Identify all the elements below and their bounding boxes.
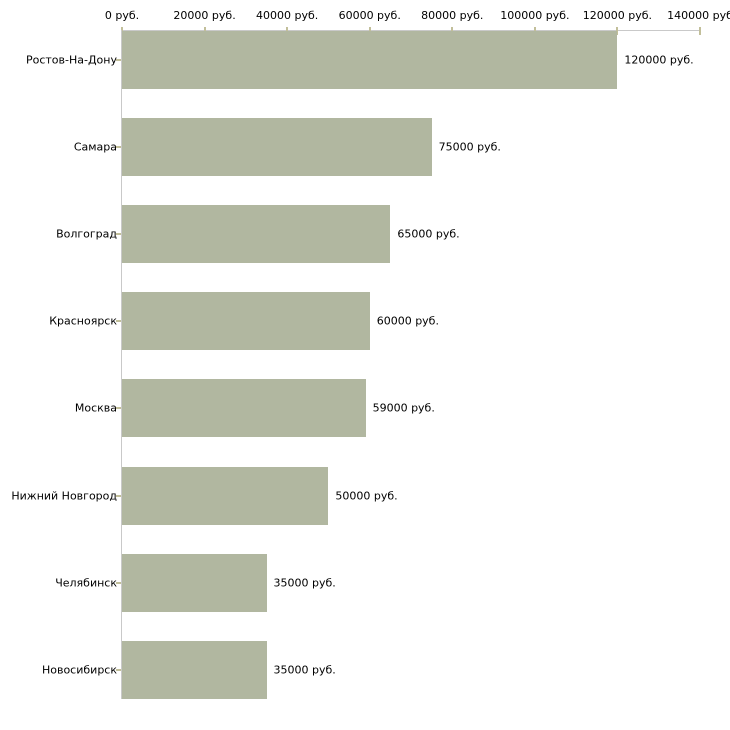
x-tick-label: 0 руб. xyxy=(104,9,140,22)
category-label: Москва xyxy=(74,401,117,415)
y-axis-line xyxy=(121,30,122,699)
value-label: 60000 руб. xyxy=(376,314,439,328)
category-label: Новосибирск xyxy=(41,663,117,677)
bar xyxy=(122,640,267,699)
y-tick-mark xyxy=(116,668,121,671)
y-tick-mark xyxy=(116,59,121,61)
x-tick-label: 140000 руб xyxy=(667,9,730,22)
value-label: 59000 руб. xyxy=(372,401,435,415)
y-tick-mark xyxy=(116,233,121,236)
bar xyxy=(122,118,432,177)
bar xyxy=(122,553,267,612)
category-label: Нижний Новгород xyxy=(11,489,117,502)
value-label: 35000 руб. xyxy=(273,576,336,590)
x-tick-label: 20000 руб. xyxy=(173,9,236,22)
x-tick-label: 120000 руб. xyxy=(582,9,653,22)
x-tick-label: 40000 руб. xyxy=(256,9,319,22)
y-tick-mark xyxy=(116,407,121,410)
value-label: 65000 руб. xyxy=(397,227,460,241)
y-tick-mark xyxy=(116,494,121,497)
y-tick-mark xyxy=(116,320,121,323)
bar xyxy=(122,292,370,351)
category-label: Челябинск xyxy=(55,576,117,590)
category-label: Ростов-На-Дону xyxy=(25,53,117,67)
category-label: Волгоград xyxy=(56,227,117,241)
bar xyxy=(122,466,329,525)
value-label: 75000 руб. xyxy=(438,140,501,154)
bar xyxy=(122,205,391,264)
x-axis-line xyxy=(122,30,701,31)
bar xyxy=(122,31,618,89)
category-label: Самара xyxy=(73,140,117,154)
category-label: Красноярск xyxy=(49,314,117,328)
x-tick-label: 80000 руб. xyxy=(421,9,484,22)
value-label: 50000 руб. xyxy=(335,489,398,502)
x-tick-mark xyxy=(699,27,701,35)
x-tick-mark xyxy=(616,27,619,35)
value-label: 35000 руб. xyxy=(273,663,336,677)
y-tick-mark xyxy=(116,581,121,584)
x-tick-label: 100000 руб. xyxy=(500,9,570,22)
y-tick-mark xyxy=(116,146,121,149)
value-label: 120000 руб. xyxy=(624,53,694,67)
x-tick-label: 60000 руб. xyxy=(338,9,401,22)
bar xyxy=(122,379,366,438)
